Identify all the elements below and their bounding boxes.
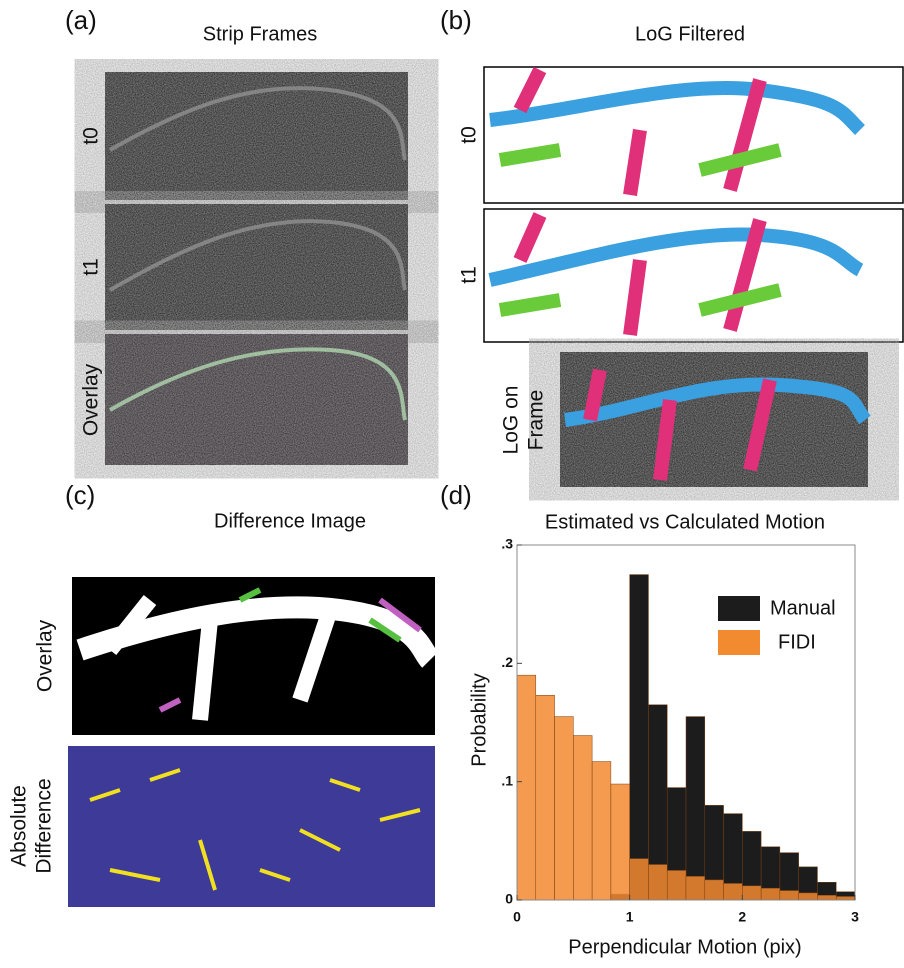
y-tick-label: .1 xyxy=(501,772,513,788)
bar xyxy=(535,695,555,901)
x-axis-label: Perpendicular Motion (pix) xyxy=(568,936,801,958)
row-label: Frame xyxy=(525,390,548,451)
bar xyxy=(648,864,668,901)
bar xyxy=(760,887,781,901)
panel-label: (a) xyxy=(65,5,97,35)
legend-label: FIDI xyxy=(778,631,816,653)
y-tick-label: .3 xyxy=(501,536,513,552)
bar xyxy=(666,870,687,901)
bar xyxy=(704,879,724,901)
y-axis-label: Probability xyxy=(468,673,490,766)
row-label: LoG on xyxy=(500,386,523,455)
row-label: t0 xyxy=(80,127,103,145)
bar xyxy=(817,895,837,901)
row-label: t1 xyxy=(458,266,481,284)
bar xyxy=(573,735,593,901)
bar xyxy=(723,883,743,901)
row-label: Overlay xyxy=(34,619,57,692)
bar xyxy=(798,892,818,901)
legend-label: Manual xyxy=(770,597,836,619)
bar xyxy=(685,876,706,901)
bar xyxy=(685,716,706,901)
row-label: Overlay xyxy=(80,363,103,436)
bar xyxy=(554,716,574,901)
legend-swatch xyxy=(718,596,760,621)
panel-label: (b) xyxy=(440,5,472,35)
x-tick-label: 2 xyxy=(738,909,746,925)
panel-label: (d) xyxy=(440,480,472,510)
panel-title: LoG Filtered xyxy=(635,23,745,45)
x-tick-label: 1 xyxy=(626,909,634,925)
x-tick-label: 0 xyxy=(513,909,521,925)
bar xyxy=(610,783,630,901)
log-images xyxy=(483,66,904,487)
y-tick-label: 0 xyxy=(505,891,513,907)
bar xyxy=(591,761,612,901)
bar xyxy=(516,674,537,901)
bar xyxy=(629,574,649,901)
bar xyxy=(742,885,762,901)
plot: 0 .1 .2 .3 0 1 2 3 Manual FIDI xyxy=(501,536,859,925)
row-label: t0 xyxy=(458,126,481,144)
y-tick-label: .2 xyxy=(501,654,513,670)
row-label: Absolute xyxy=(8,785,31,867)
bar xyxy=(779,890,799,901)
panel-label: (c) xyxy=(65,480,95,510)
image-strips xyxy=(105,72,408,465)
chart-title: Estimated vs Calculated Motion xyxy=(545,511,825,533)
bar xyxy=(629,858,649,901)
panel-title: Strip Frames xyxy=(203,23,317,45)
row-label: Difference xyxy=(33,778,56,873)
plot-frame xyxy=(516,544,856,901)
panel-title: Difference Image xyxy=(214,510,366,532)
row-label: t1 xyxy=(80,258,103,276)
legend-swatch xyxy=(718,630,760,655)
difference-images xyxy=(68,577,439,907)
bar xyxy=(835,896,856,901)
x-tick-label: 3 xyxy=(851,909,859,925)
